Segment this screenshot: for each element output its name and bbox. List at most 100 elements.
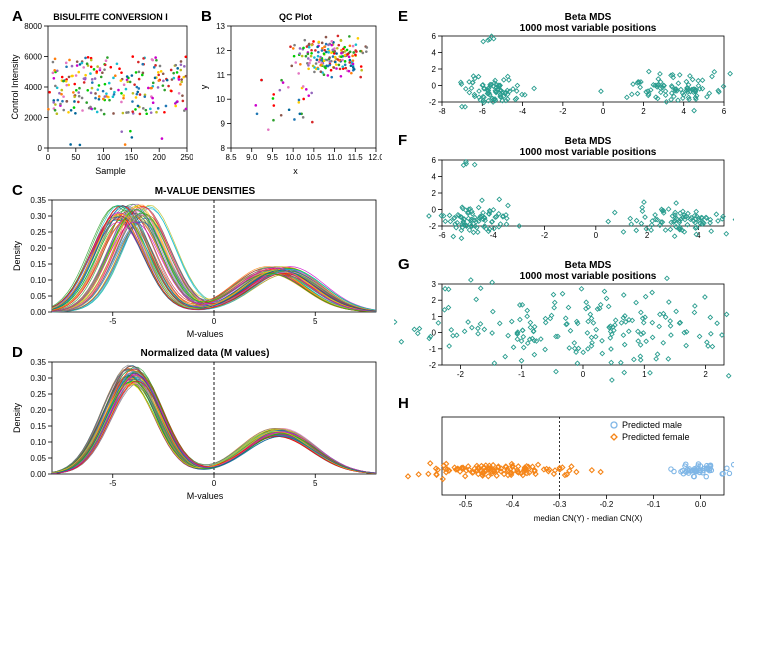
svg-text:Beta MDS: Beta MDS	[565, 260, 612, 271]
svg-text:M-VALUE DENSITIES: M-VALUE DENSITIES	[155, 186, 256, 197]
svg-text:0.10: 0.10	[30, 276, 46, 285]
svg-text:1000 most variable positions: 1000 most variable positions	[520, 271, 657, 282]
svg-text:8000: 8000	[24, 22, 42, 31]
svg-text:-2: -2	[429, 361, 437, 370]
svg-text:-2: -2	[457, 370, 465, 379]
svg-text:0.15: 0.15	[30, 422, 46, 431]
svg-text:-2: -2	[429, 98, 437, 107]
svg-text:0: 0	[581, 370, 586, 379]
svg-text:0: 0	[432, 206, 437, 215]
svg-text:0.35: 0.35	[30, 196, 46, 205]
svg-text:median CN(Y) - median CN(X): median CN(Y) - median CN(X)	[534, 514, 643, 523]
svg-text:250: 250	[180, 153, 193, 162]
svg-text:Beta MDS: Beta MDS	[565, 12, 612, 23]
svg-text:9.5: 9.5	[267, 153, 279, 162]
svg-text:5: 5	[313, 479, 318, 488]
svg-text:1: 1	[642, 370, 647, 379]
svg-text:Density: Density	[12, 240, 22, 271]
figure: A BISULFITE CONVERSION I0501001502002500…	[8, 8, 750, 525]
svg-text:4: 4	[432, 173, 437, 182]
svg-text:13: 13	[216, 22, 225, 31]
svg-text:50: 50	[71, 153, 80, 162]
svg-text:200: 200	[153, 153, 167, 162]
svg-text:12.0: 12.0	[368, 153, 382, 162]
svg-text:4000: 4000	[24, 83, 42, 92]
svg-text:0.20: 0.20	[30, 244, 46, 253]
svg-text:Control Intensity: Control Intensity	[10, 54, 20, 120]
panel-c: C M-VALUE DENSITIES-5050.000.050.100.150…	[8, 182, 388, 340]
panel-f: F Beta MDS1000 most variable positions-6…	[394, 132, 754, 250]
right-column: E Beta MDS1000 most variable positions-8…	[394, 8, 754, 525]
chart-e: Beta MDS1000 most variable positions-8-6…	[394, 8, 734, 126]
svg-text:11.0: 11.0	[327, 153, 343, 162]
svg-text:-1: -1	[429, 345, 437, 354]
chart-b: QC Plot8.59.09.510.010.511.011.512.08910…	[197, 8, 382, 178]
chart-d: Normalized data (M values)-5050.000.050.…	[8, 344, 386, 502]
svg-text:9: 9	[221, 120, 226, 129]
left-column: A BISULFITE CONVERSION I0501001502002500…	[8, 8, 388, 525]
svg-text:4: 4	[432, 49, 437, 58]
svg-text:0.05: 0.05	[30, 292, 46, 301]
svg-text:-0.1: -0.1	[647, 500, 661, 509]
svg-text:5: 5	[313, 317, 318, 326]
svg-text:6: 6	[432, 156, 437, 165]
svg-text:0.15: 0.15	[30, 260, 46, 269]
svg-text:2: 2	[641, 107, 646, 116]
panel-letter-b: B	[201, 8, 212, 25]
svg-text:0.10: 0.10	[30, 438, 46, 447]
svg-text:0.30: 0.30	[30, 374, 46, 383]
svg-text:QC Plot: QC Plot	[279, 12, 312, 22]
svg-text:0.25: 0.25	[30, 228, 46, 237]
panel-h: H -0.5-0.4-0.3-0.2-0.10.0median CN(Y) - …	[394, 395, 754, 525]
svg-text:2: 2	[432, 189, 437, 198]
svg-text:0: 0	[601, 107, 606, 116]
svg-text:0.00: 0.00	[30, 308, 46, 317]
svg-text:Normalized data (M values): Normalized data (M values)	[141, 348, 270, 359]
svg-text:Beta MDS: Beta MDS	[565, 136, 612, 147]
svg-text:2: 2	[432, 65, 437, 74]
svg-text:4: 4	[681, 107, 686, 116]
panel-letter-h: H	[398, 395, 409, 412]
svg-text:150: 150	[125, 153, 139, 162]
svg-text:0: 0	[46, 153, 51, 162]
svg-text:1: 1	[432, 312, 437, 321]
svg-text:0.05: 0.05	[30, 454, 46, 463]
chart-c: M-VALUE DENSITIES-5050.000.050.100.150.2…	[8, 182, 386, 340]
chart-f: Beta MDS1000 most variable positions-6-4…	[394, 132, 734, 250]
panel-g: G Beta MDS1000 most variable positions -2…	[394, 256, 754, 389]
svg-text:-0.2: -0.2	[600, 500, 614, 509]
panel-letter-e: E	[398, 8, 408, 25]
top-row: A BISULFITE CONVERSION I0501001502002500…	[8, 8, 388, 178]
svg-text:-0.5: -0.5	[459, 500, 473, 509]
svg-text:0.0: 0.0	[695, 500, 707, 509]
panel-a: A BISULFITE CONVERSION I0501001502002500…	[8, 8, 193, 178]
panel-letter-d: D	[12, 344, 23, 361]
chart-g: Beta MDS1000 most variable positions -2 -1…	[394, 256, 734, 389]
svg-text:0.00: 0.00	[30, 470, 46, 479]
svg-text:0.30: 0.30	[30, 212, 46, 221]
svg-text:6000: 6000	[24, 53, 42, 62]
panel-d: D Normalized data (M values)-5050.000.05…	[8, 344, 388, 502]
svg-text:3: 3	[432, 280, 437, 289]
svg-text:2000: 2000	[24, 114, 42, 123]
svg-text:0: 0	[432, 82, 437, 91]
chart-h: -0.5-0.4-0.3-0.2-0.10.0median CN(Y) - me…	[394, 395, 734, 525]
svg-text:0.20: 0.20	[30, 406, 46, 415]
svg-text:0: 0	[212, 479, 217, 488]
svg-text:10.5: 10.5	[306, 153, 322, 162]
panel-b: B QC Plot8.59.09.510.010.511.011.512.089…	[197, 8, 382, 178]
svg-text:0: 0	[38, 144, 43, 153]
svg-text:2: 2	[703, 370, 708, 379]
panel-letter-g: G	[398, 256, 410, 273]
svg-text:2: 2	[432, 296, 437, 305]
svg-text:10: 10	[216, 95, 225, 104]
svg-text:y: y	[199, 84, 209, 89]
svg-text:-4: -4	[490, 231, 498, 240]
svg-text:11.5: 11.5	[348, 153, 364, 162]
svg-text:-2: -2	[541, 231, 549, 240]
svg-text:100: 100	[97, 153, 111, 162]
svg-text:Predicted male: Predicted male	[622, 420, 682, 430]
svg-text:9.0: 9.0	[246, 153, 258, 162]
svg-text:Predicted female: Predicted female	[622, 432, 690, 442]
svg-text:BISULFITE CONVERSION I: BISULFITE CONVERSION I	[53, 12, 168, 22]
